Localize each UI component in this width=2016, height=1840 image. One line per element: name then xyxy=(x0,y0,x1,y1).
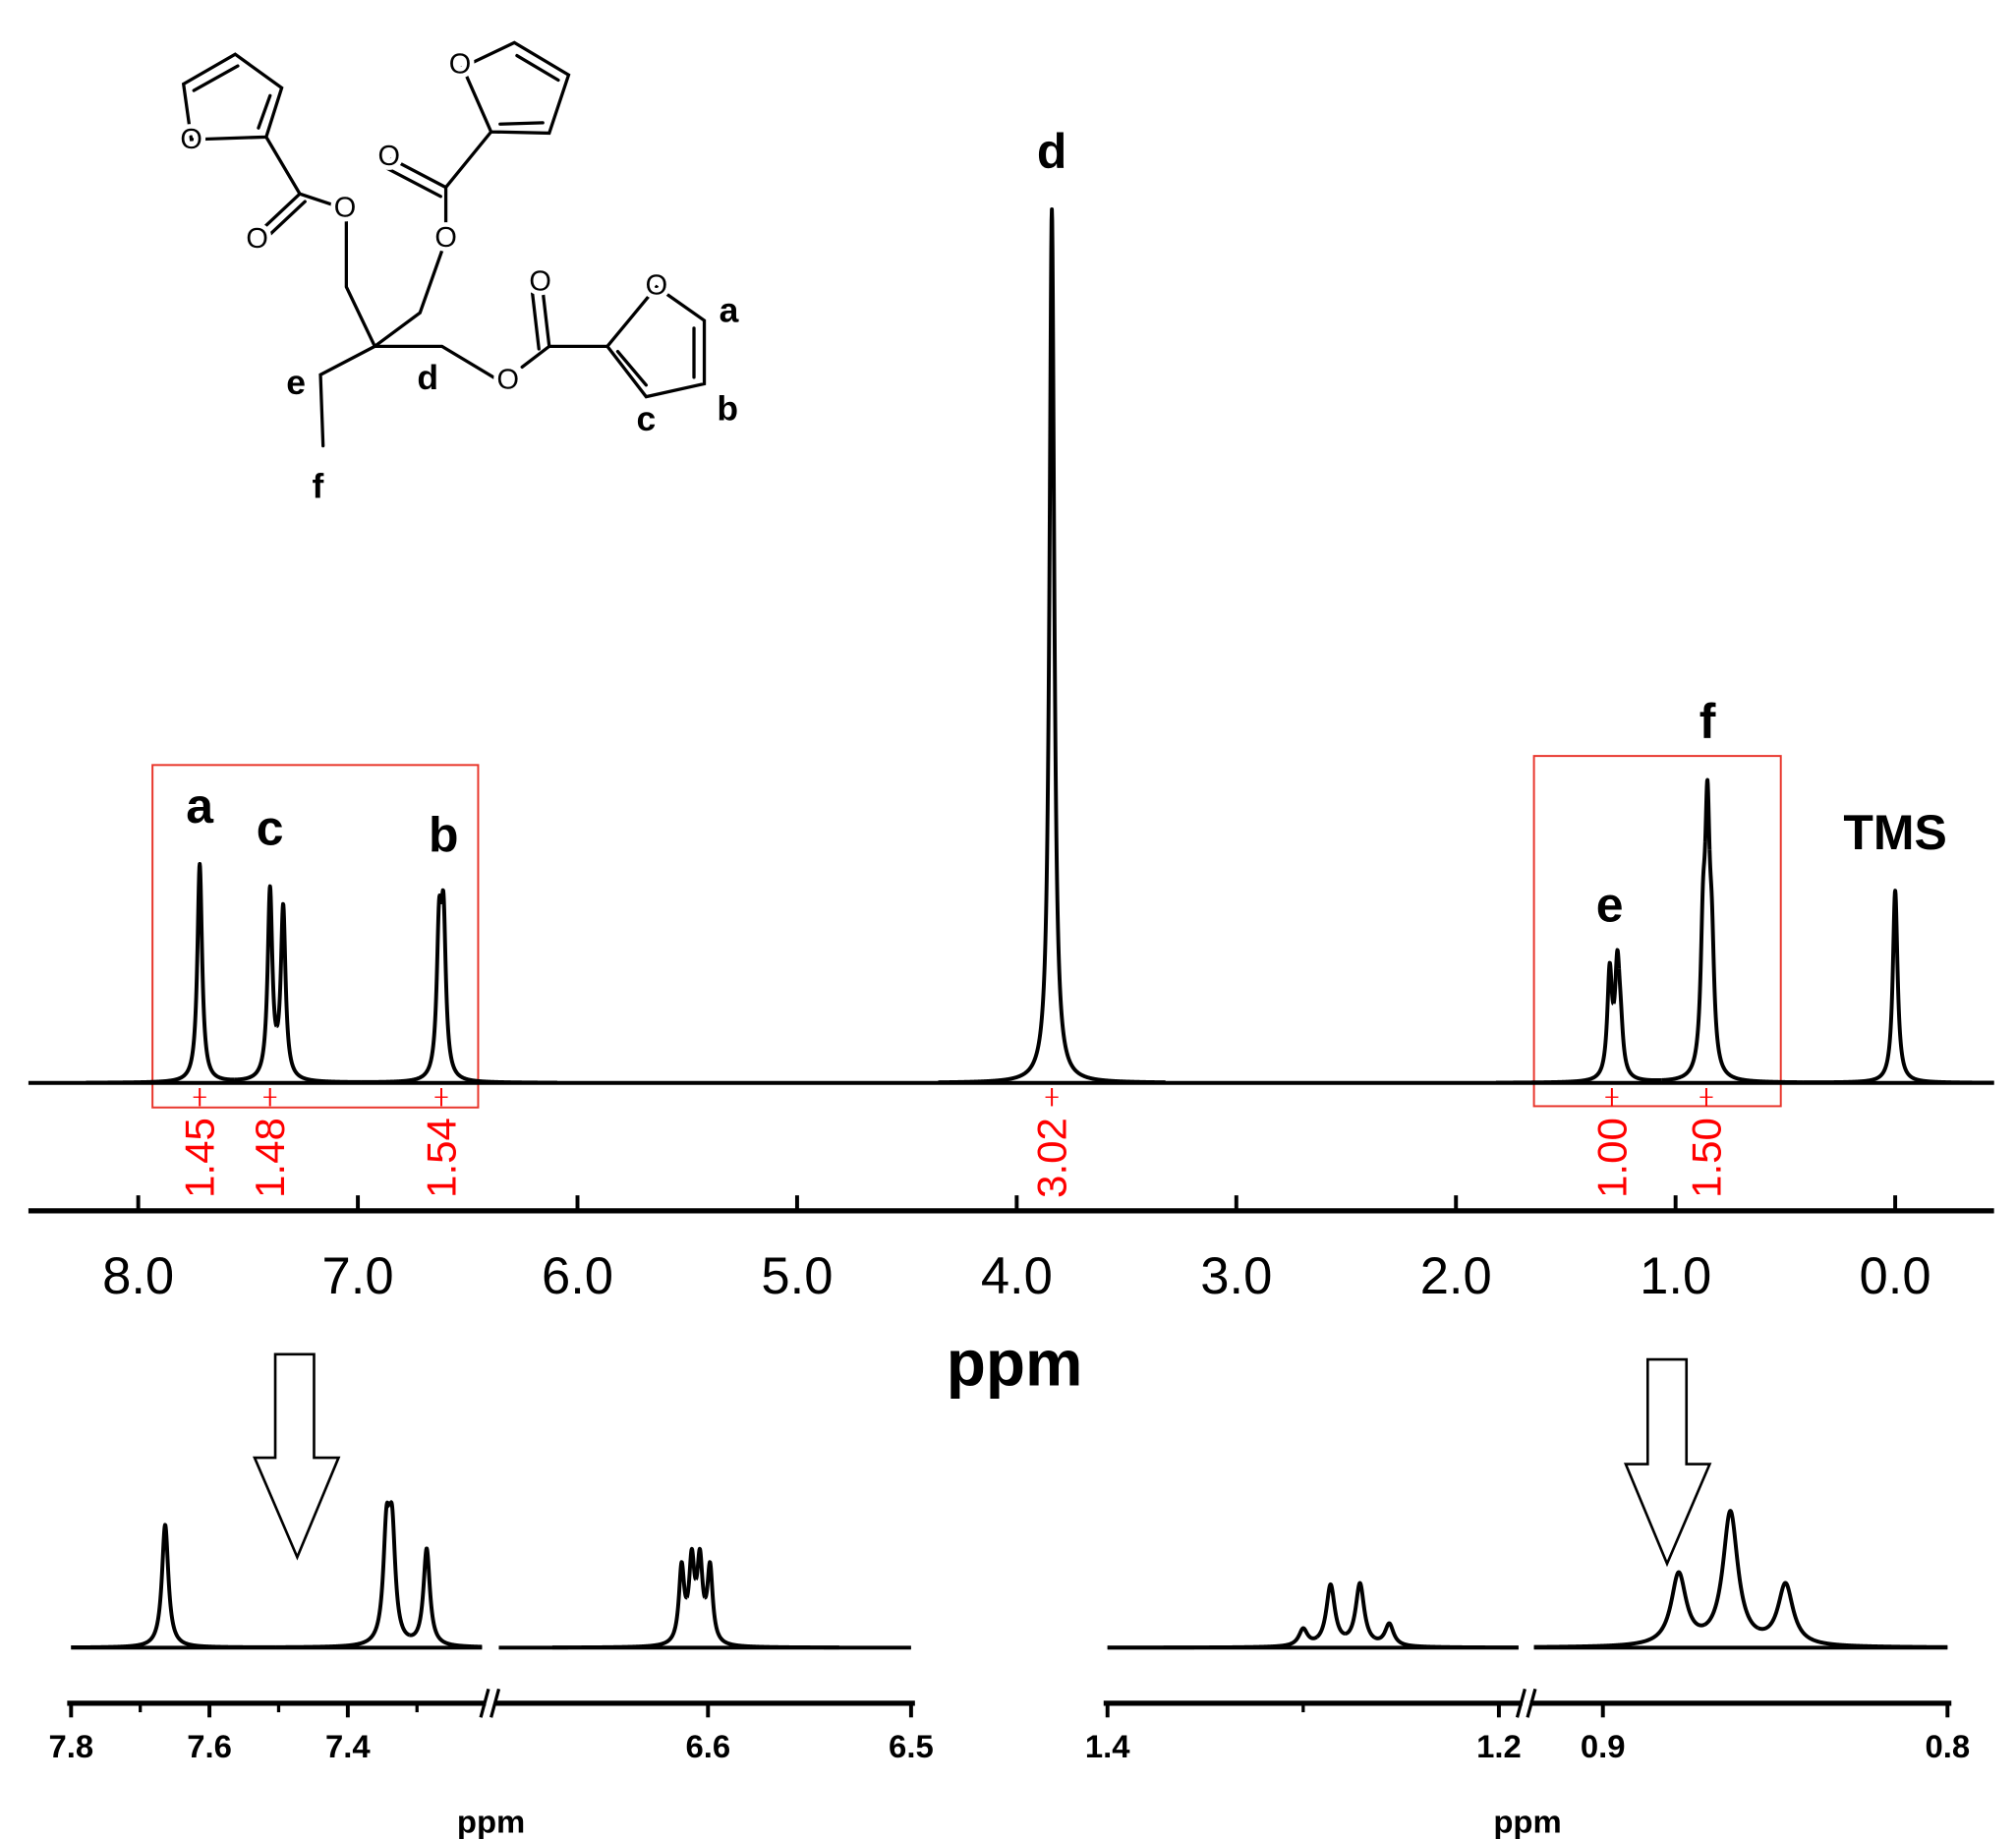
x-tick-label: 7.0 xyxy=(322,1247,394,1305)
integral-label: 3.02 xyxy=(1029,1118,1075,1198)
atom-label: O xyxy=(449,49,471,81)
integral-label: 1.45 xyxy=(177,1118,223,1198)
position-label: c xyxy=(636,399,656,438)
integral-label: 1.50 xyxy=(1683,1118,1729,1198)
integral-label: 1.48 xyxy=(247,1118,293,1198)
atom-label: O xyxy=(434,222,456,254)
x-tick-label: 8.0 xyxy=(102,1247,174,1305)
integral-label: 1.00 xyxy=(1588,1118,1635,1198)
peak-label: d xyxy=(1037,124,1067,179)
x-tick-label: 0.9 xyxy=(1581,1728,1626,1764)
x-tick-label: 7.8 xyxy=(48,1728,93,1764)
atom-label: O xyxy=(529,266,550,298)
peak xyxy=(439,888,559,1085)
x-tick-label: 6.6 xyxy=(685,1728,730,1764)
peak-label: f xyxy=(1699,694,1716,749)
peak xyxy=(1494,960,1616,1085)
x-tick-label: 7.6 xyxy=(187,1728,232,1764)
x-tick-label: 0.0 xyxy=(1860,1247,1931,1305)
peak xyxy=(703,1560,841,1650)
peak xyxy=(684,1546,698,1599)
peak xyxy=(1315,1581,1348,1639)
zoom-box xyxy=(1532,755,1782,1108)
x-tick-label: 6.0 xyxy=(542,1247,613,1305)
peak-label: c xyxy=(257,801,284,856)
peak xyxy=(1106,1626,1319,1650)
position-label: d xyxy=(417,358,438,397)
peak xyxy=(407,1546,485,1649)
peak-label: TMS xyxy=(1843,805,1946,860)
atom-label: O xyxy=(377,141,399,172)
integral-label: 1.54 xyxy=(418,1118,464,1198)
x-axis-label: ppm xyxy=(947,1326,1083,1399)
peak xyxy=(1707,849,1806,1085)
zoom-box xyxy=(151,764,480,1109)
peak xyxy=(1702,1509,1760,1631)
atom-label: O xyxy=(334,193,356,224)
axis-break xyxy=(490,1688,501,1718)
x-tick-label: 5.0 xyxy=(761,1247,833,1305)
peak xyxy=(550,1560,689,1650)
position-label: e xyxy=(286,363,306,402)
arrow xyxy=(253,1352,341,1561)
peak xyxy=(936,206,1168,1085)
peak-label: a xyxy=(186,778,214,834)
peak xyxy=(69,1523,278,1650)
x-tick-label: 1.0 xyxy=(1640,1247,1711,1305)
axis-break xyxy=(479,1688,490,1718)
atom-label: O xyxy=(180,124,202,155)
x-tick-label: 2.0 xyxy=(1420,1247,1492,1305)
x-tick-label: 1.4 xyxy=(1085,1728,1130,1764)
arrow xyxy=(1623,1357,1712,1568)
peak xyxy=(274,901,364,1084)
axis-break xyxy=(1526,1688,1537,1718)
peak xyxy=(1756,1581,1950,1649)
figure-content: O O O O O O O O O a b c d e f a c bdefTMS1… xyxy=(28,40,1996,1839)
x-axis-label: ppm xyxy=(1493,1803,1561,1839)
axis-break xyxy=(1515,1688,1526,1718)
bonds xyxy=(181,40,707,448)
peak xyxy=(1617,968,1664,1083)
position-label: a xyxy=(720,291,739,330)
position-label: f xyxy=(313,466,324,505)
peak xyxy=(274,1500,391,1649)
x-tick-label: 7.4 xyxy=(325,1728,371,1764)
atom-label: O xyxy=(496,364,518,395)
peak-label: e xyxy=(1596,878,1624,933)
peak xyxy=(1702,777,1712,850)
peak xyxy=(1372,1621,1521,1650)
atom-label: O xyxy=(246,223,267,255)
structure: O O O O O O O O O a b c d e f xyxy=(176,40,739,505)
position-label: b xyxy=(717,388,738,428)
peak xyxy=(694,1546,708,1600)
x-tick-label: 4.0 xyxy=(981,1247,1053,1305)
atom-label: O xyxy=(646,270,667,302)
peak xyxy=(1531,1570,1706,1649)
x-tick-label: 6.5 xyxy=(889,1728,934,1764)
peak-label: b xyxy=(429,807,459,862)
peak xyxy=(1611,948,1622,1005)
peak xyxy=(359,893,443,1084)
x-tick-label: 3.0 xyxy=(1200,1247,1272,1305)
peak xyxy=(1802,889,1996,1085)
peak xyxy=(1343,1581,1377,1639)
peak xyxy=(233,884,279,1082)
peak xyxy=(387,1500,412,1638)
x-axis-label: ppm xyxy=(457,1803,525,1839)
peak xyxy=(1660,841,1707,1082)
x-tick-label: 1.2 xyxy=(1476,1728,1522,1764)
x-tick-label: 0.8 xyxy=(1925,1728,1970,1764)
peak xyxy=(84,862,237,1085)
